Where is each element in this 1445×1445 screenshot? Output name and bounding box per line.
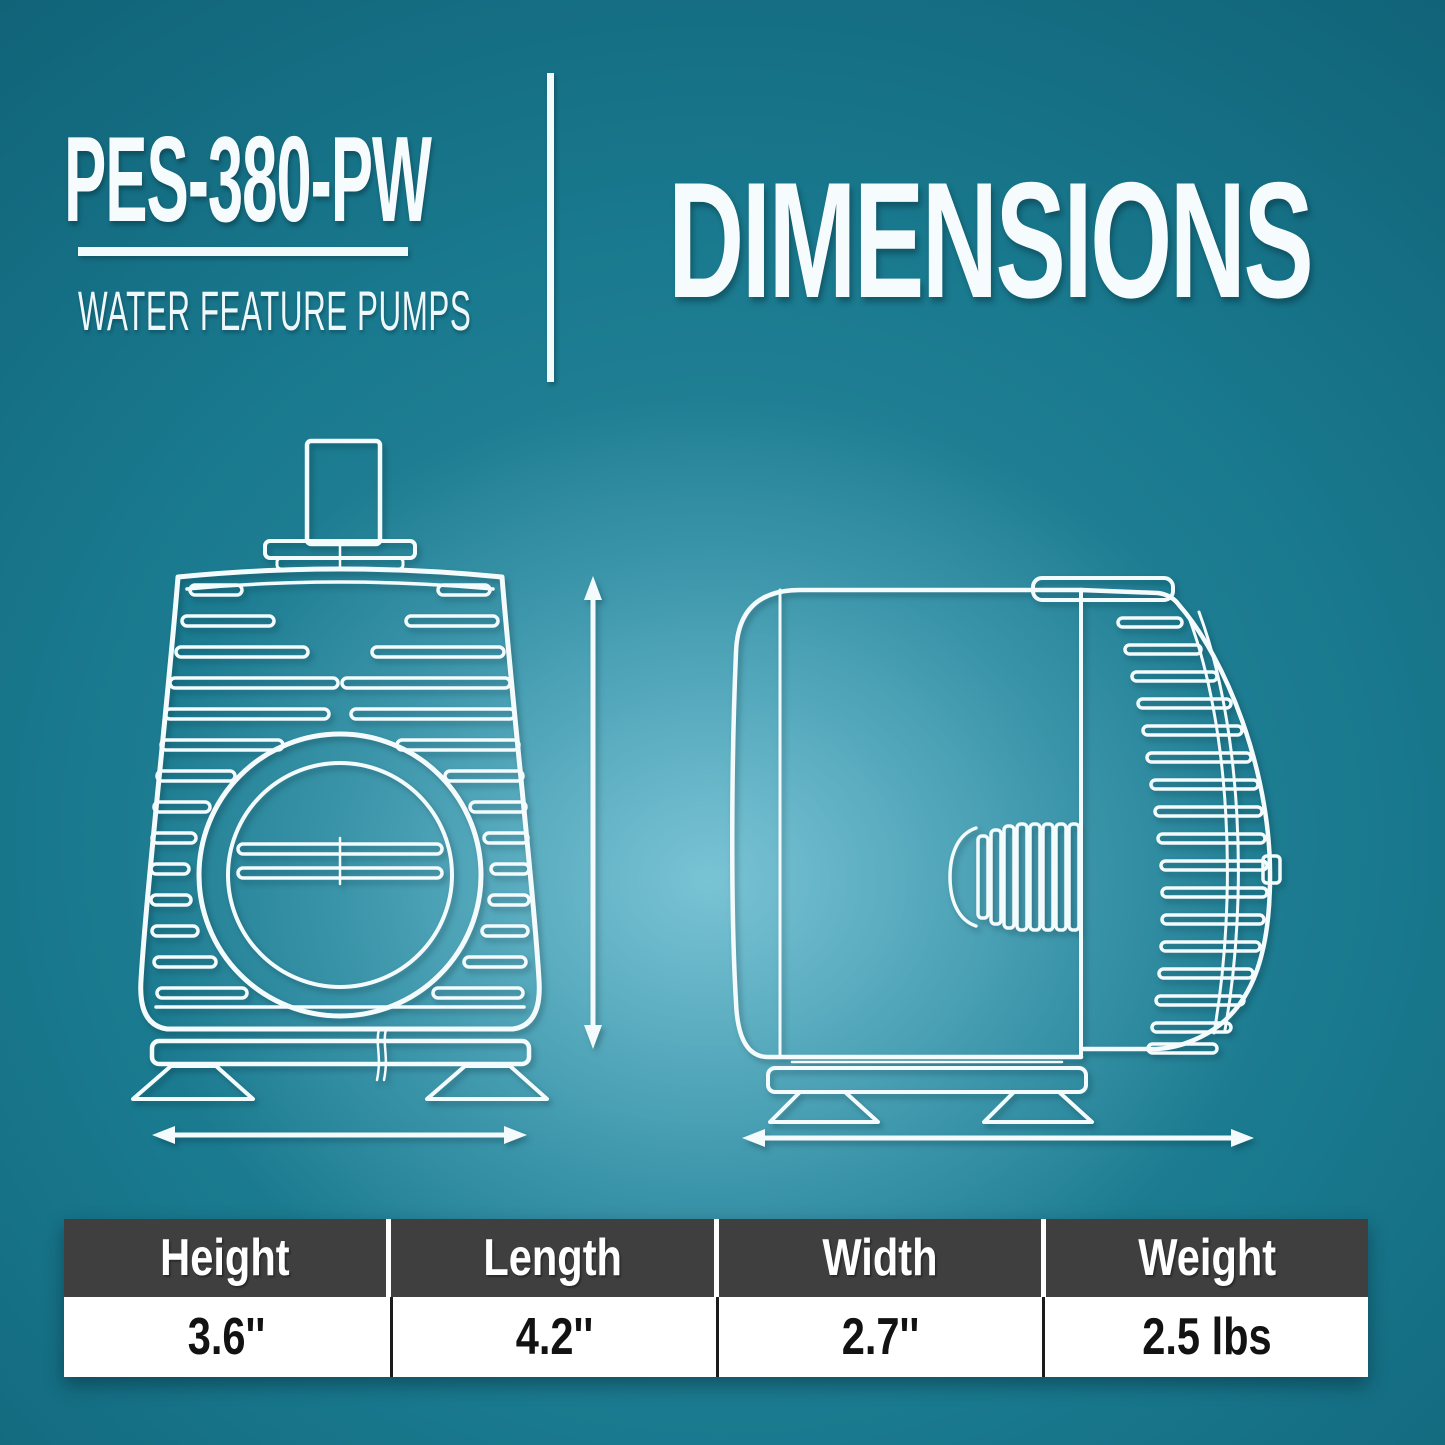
- length-dimension-arrow: [152, 1126, 527, 1144]
- model-title: PES-380-PW: [64, 111, 432, 247]
- grille-side: [1078, 587, 1282, 1055]
- header-cell-width: Width: [718, 1219, 1041, 1297]
- spec-table: Height Length Width Weight 3.6'' 4.2'' 2…: [64, 1219, 1368, 1377]
- header-cell-length: Length: [391, 1219, 714, 1297]
- power-cord: [375, 1027, 388, 1082]
- header-cell-weight: Weight: [1045, 1219, 1368, 1297]
- spec-table-header-row: Height Length Width Weight: [64, 1219, 1368, 1297]
- vertical-divider: [547, 73, 554, 382]
- height-dimension-arrow: [584, 576, 602, 1049]
- pump-front-view-drawing: [131, 438, 602, 1144]
- header-cell-height: Height: [64, 1219, 387, 1297]
- value-cell-width: 2.7'': [716, 1297, 1042, 1377]
- grille-nub: [1261, 854, 1282, 885]
- base-and-feet-front: [131, 1038, 549, 1101]
- value-cell-length: 4.2'': [390, 1297, 716, 1377]
- intake-circle: [196, 731, 484, 1019]
- title-underline: [78, 247, 408, 256]
- vent-ribs-front: [149, 583, 531, 1000]
- impeller-cover: [948, 822, 1081, 932]
- spec-table-value-row: 3.6'' 4.2'' 2.7'' 2.5 lbs: [64, 1297, 1368, 1377]
- outlet-pipe-front: [263, 438, 417, 571]
- width-dimension-arrow: [742, 1129, 1254, 1147]
- pump-body-front: [138, 566, 542, 1032]
- pump-body-side: [730, 587, 1084, 1064]
- base-and-feet-side: [766, 1066, 1094, 1124]
- value-cell-height: 3.6'': [64, 1297, 390, 1377]
- page-title: DIMENSIONS: [668, 148, 1314, 332]
- pump-side-view-drawing: [730, 576, 1282, 1147]
- value-cell-weight: 2.5 lbs: [1042, 1297, 1368, 1377]
- category-subtitle: WATER FEATURE PUMPS: [78, 279, 472, 342]
